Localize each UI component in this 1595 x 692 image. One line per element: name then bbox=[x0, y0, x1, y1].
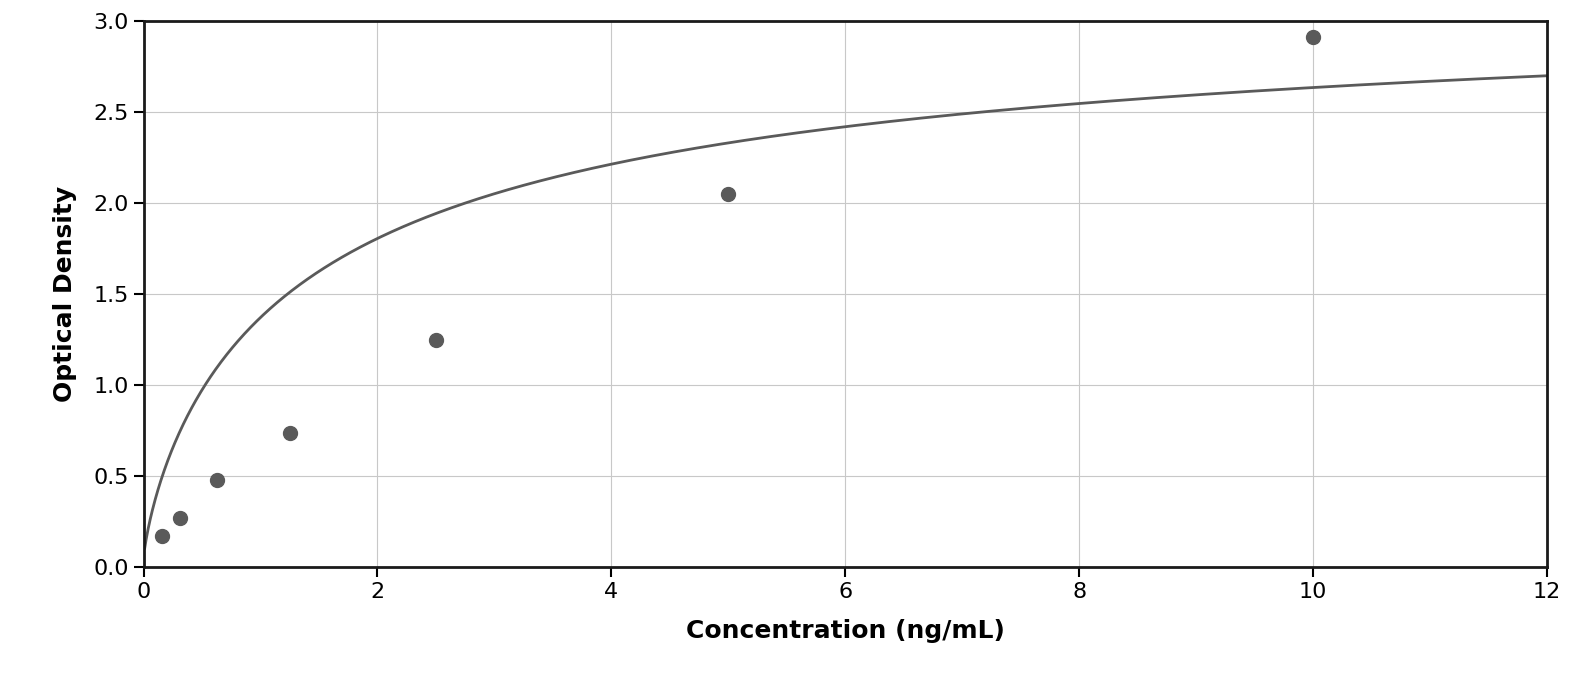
Point bbox=[148, 531, 174, 542]
Point bbox=[423, 334, 448, 345]
X-axis label: Concentration (ng/mL): Concentration (ng/mL) bbox=[686, 619, 1005, 643]
Point bbox=[167, 513, 193, 524]
Point bbox=[278, 427, 303, 438]
Point bbox=[716, 188, 742, 199]
Y-axis label: Optical Density: Optical Density bbox=[53, 186, 77, 402]
Point bbox=[204, 475, 230, 486]
Point bbox=[1300, 32, 1325, 43]
